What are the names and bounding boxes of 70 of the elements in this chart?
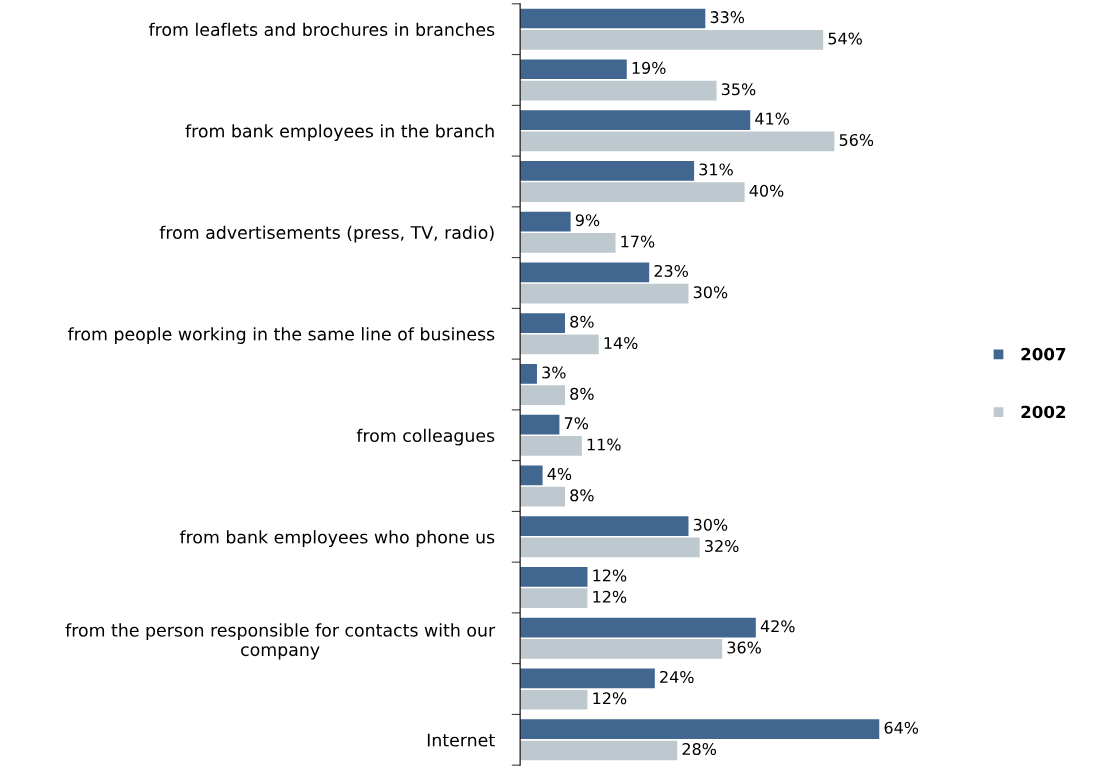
data-label: 31% (699, 163, 733, 176)
bar (520, 59, 627, 80)
y-tick-label: from colleagues (356, 428, 495, 446)
data-label: 11% (587, 438, 621, 451)
data-label: 28% (682, 742, 717, 756)
bar (520, 161, 695, 181)
data-label: 17% (621, 235, 655, 248)
bar (520, 131, 835, 152)
y-tick-label: from the person responsible for contacts with our company (65, 623, 496, 660)
y-tick-label: from leaflets and brochures in branches (148, 22, 495, 37)
bar (520, 465, 543, 486)
bar (520, 719, 880, 739)
data-label: 12% (593, 692, 627, 705)
y-tick-label: from bank employees in the branch (185, 124, 494, 141)
data-label: 36% (727, 641, 761, 654)
data-label: 56% (839, 133, 874, 147)
data-label: 33% (710, 11, 745, 24)
data-label: 12% (593, 569, 627, 582)
bar (520, 182, 745, 202)
bar (520, 639, 723, 659)
bar (520, 334, 599, 355)
bar (520, 668, 655, 689)
data-label: 32% (705, 539, 739, 553)
data-label: 3% (542, 366, 566, 379)
data-label: 4% (547, 467, 572, 480)
bar (520, 262, 650, 283)
data-label: 64% (884, 721, 919, 734)
data-label: 19% (632, 61, 666, 74)
bar (520, 110, 751, 130)
bar (520, 617, 756, 638)
y-tick-label: from bank employees who phone us (179, 530, 495, 547)
data-label: 30% (693, 286, 728, 299)
bar (520, 486, 566, 507)
bar (520, 211, 571, 232)
data-label: 23% (654, 264, 688, 277)
bar (520, 283, 689, 304)
data-label: 9% (575, 214, 600, 227)
bar (520, 80, 717, 101)
data-label: 8% (570, 387, 594, 400)
data-label: 12% (593, 590, 627, 603)
bar (520, 414, 560, 435)
bar (520, 516, 689, 536)
bar (520, 588, 588, 608)
bar (520, 313, 566, 333)
y-tick-label: from people working in the same line of business (67, 327, 495, 344)
bar (520, 385, 566, 405)
bar (520, 233, 616, 253)
data-label: 41% (755, 112, 789, 125)
data-label: 35% (721, 83, 756, 96)
data-label: 14% (604, 336, 638, 350)
data-label: 7% (564, 417, 589, 430)
bar (520, 689, 588, 710)
y-tick-label: Internet (427, 733, 495, 747)
data-label: 8% (570, 315, 594, 328)
bar (520, 740, 678, 761)
data-label: 54% (828, 32, 862, 45)
legend-label: 2002 (1021, 405, 1066, 419)
bar (520, 567, 588, 587)
bar (520, 30, 824, 50)
legend-label: 2007 (1021, 347, 1066, 361)
bar (520, 364, 537, 384)
data-label: 24% (660, 670, 694, 683)
data-label: 30% (693, 518, 728, 531)
data-label: 8% (570, 489, 594, 502)
bar (520, 537, 700, 558)
data-label: 40% (749, 184, 784, 197)
y-tick-label: from advertisements (press, TV, radio) (159, 225, 494, 243)
data-label: 42% (760, 620, 795, 633)
bar (520, 8, 706, 29)
bar (520, 436, 582, 456)
